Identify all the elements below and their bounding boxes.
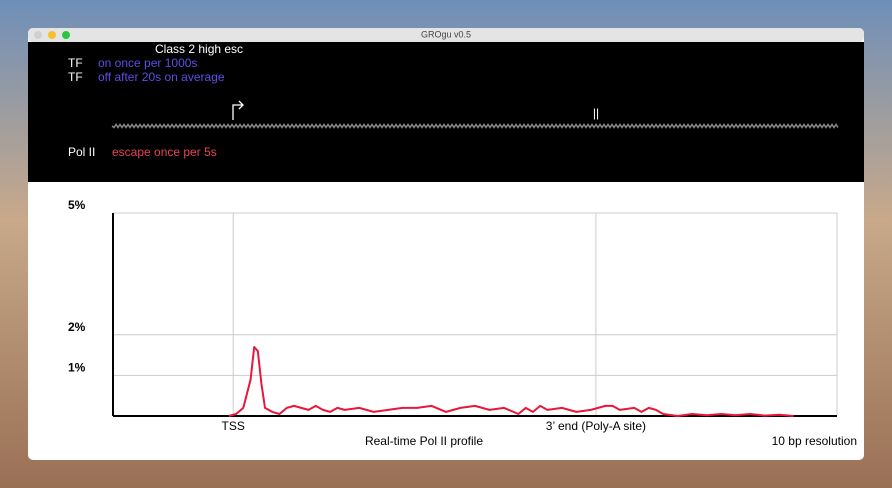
row-label: TF <box>68 70 83 84</box>
control-panel <box>28 42 864 182</box>
pause-mark: || <box>593 106 599 120</box>
row-text: escape once per 5s <box>112 145 217 159</box>
zoom-button[interactable] <box>62 31 70 39</box>
profile-line <box>228 346 794 417</box>
y-tick-label: 5% <box>68 198 86 212</box>
chart-title: Real-time Pol II profile <box>365 434 483 448</box>
tss-arrow <box>232 100 244 120</box>
close-button[interactable] <box>34 31 42 39</box>
y-tick-label: 1% <box>68 361 86 375</box>
window-title: GROgu v0.5 <box>421 29 471 39</box>
minimize-button[interactable] <box>48 31 56 39</box>
panel-heading: Class 2 high esc <box>155 42 243 56</box>
y-tick-label: 2% <box>68 320 86 334</box>
resolution-note: 10 bp resolution <box>772 434 857 448</box>
row-label: Pol II <box>68 145 95 159</box>
x-tick-label: 3’ end (Poly-A site) <box>546 419 646 433</box>
gene <box>111 123 839 129</box>
row-label: TF <box>68 56 83 70</box>
row-text: off after 20s on average <box>98 70 225 84</box>
title-bar <box>28 28 864 42</box>
row-text: on once per 1000s <box>98 56 197 70</box>
x-tick-label: TSS <box>222 419 245 433</box>
